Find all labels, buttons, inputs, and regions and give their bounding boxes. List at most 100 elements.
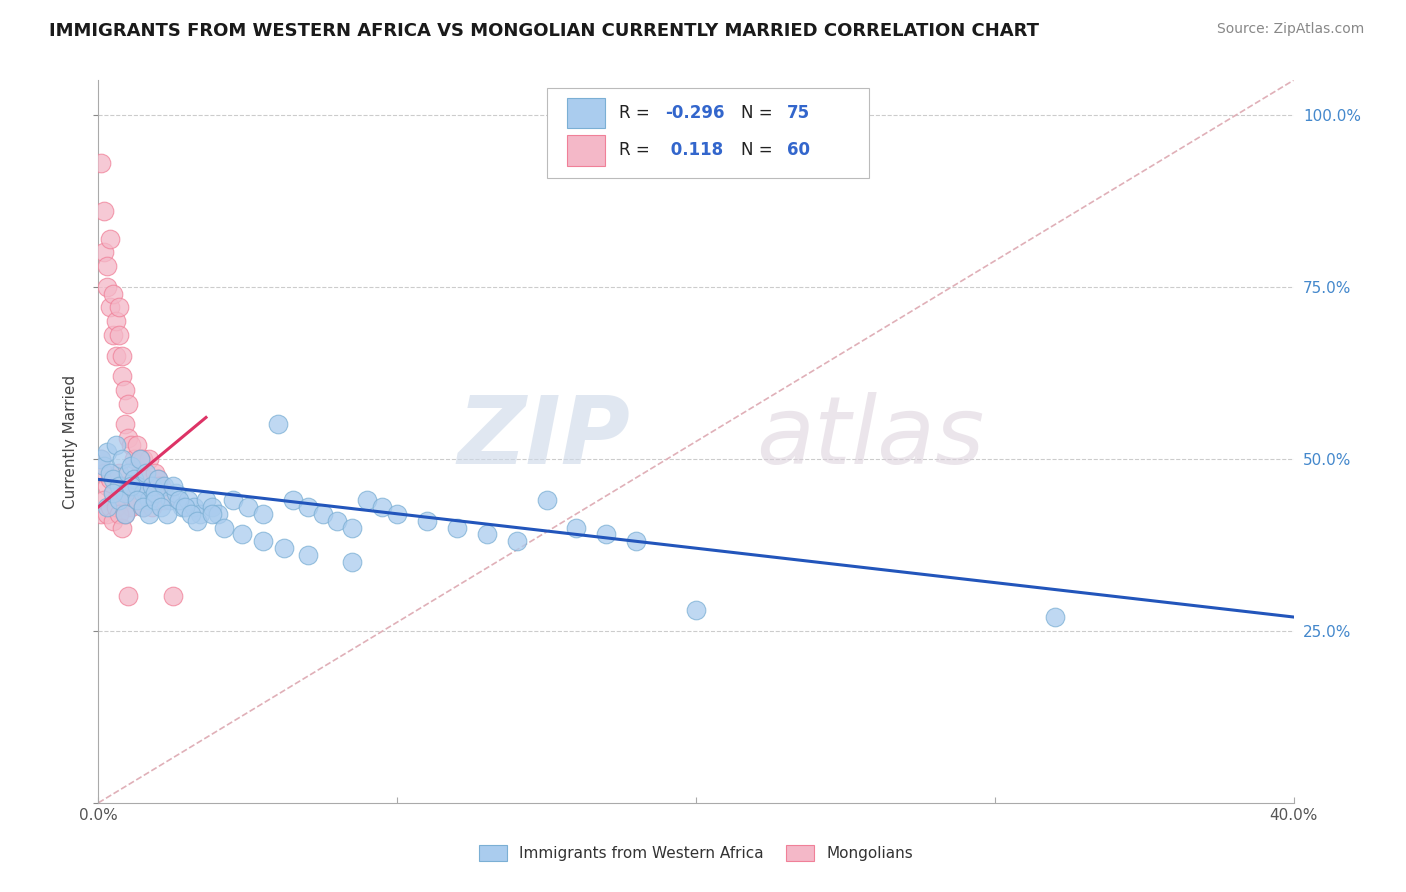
- Point: [114, 493, 136, 508]
- Point: [103, 486, 125, 500]
- Point: [129, 451, 152, 466]
- Point: [252, 507, 274, 521]
- Point: [103, 514, 125, 528]
- Point: [124, 479, 146, 493]
- Point: [111, 479, 134, 493]
- Point: [114, 417, 136, 432]
- Point: [135, 472, 157, 486]
- Point: [281, 493, 304, 508]
- Point: [93, 245, 115, 260]
- Point: [127, 493, 149, 508]
- Text: N =: N =: [741, 141, 779, 160]
- Point: [124, 451, 146, 466]
- Point: [96, 479, 118, 493]
- Point: [98, 500, 122, 514]
- Point: [148, 472, 170, 486]
- Point: [141, 479, 163, 493]
- Point: [385, 507, 409, 521]
- Text: -0.296: -0.296: [665, 103, 724, 122]
- Point: [96, 279, 118, 293]
- Point: [105, 314, 128, 328]
- Point: [156, 507, 179, 521]
- Point: [162, 479, 184, 493]
- Point: [186, 514, 208, 528]
- Point: [108, 507, 131, 521]
- Point: [159, 493, 181, 508]
- Point: [174, 500, 197, 514]
- Point: [165, 486, 187, 500]
- Point: [117, 431, 139, 445]
- Point: [153, 479, 176, 493]
- Point: [127, 479, 149, 493]
- Point: [148, 479, 170, 493]
- Point: [162, 590, 184, 604]
- Point: [132, 486, 155, 500]
- Point: [124, 472, 146, 486]
- Point: [326, 514, 349, 528]
- Bar: [567, 97, 605, 128]
- Text: R =: R =: [620, 103, 655, 122]
- Point: [117, 479, 139, 493]
- Point: [98, 466, 122, 480]
- Text: N =: N =: [741, 103, 779, 122]
- Point: [127, 493, 149, 508]
- Point: [108, 479, 131, 493]
- Point: [90, 451, 112, 466]
- Point: [103, 327, 125, 342]
- Point: [114, 486, 136, 500]
- Point: [183, 500, 205, 514]
- Point: [103, 472, 125, 486]
- Point: [98, 472, 122, 486]
- Point: [201, 507, 224, 521]
- Point: [108, 327, 131, 342]
- Point: [150, 479, 173, 493]
- Point: [135, 486, 157, 500]
- Point: [117, 590, 139, 604]
- Point: [416, 514, 439, 528]
- Point: [98, 301, 122, 315]
- FancyBboxPatch shape: [547, 87, 869, 178]
- Point: [595, 527, 617, 541]
- Point: [685, 603, 707, 617]
- Point: [150, 500, 173, 514]
- Point: [132, 500, 155, 514]
- Point: [132, 500, 155, 514]
- Point: [356, 493, 378, 508]
- Point: [90, 156, 112, 170]
- Point: [90, 451, 112, 466]
- Point: [93, 204, 115, 219]
- Point: [201, 500, 224, 514]
- Point: [138, 507, 160, 521]
- Point: [138, 451, 160, 466]
- Y-axis label: Currently Married: Currently Married: [63, 375, 77, 508]
- Point: [111, 451, 134, 466]
- Point: [105, 438, 128, 452]
- Point: [1043, 610, 1066, 624]
- Text: R =: R =: [620, 141, 655, 160]
- Point: [565, 520, 588, 534]
- Point: [212, 520, 235, 534]
- Point: [371, 500, 394, 514]
- Bar: [567, 136, 605, 166]
- Point: [475, 527, 498, 541]
- Legend: Immigrants from Western Africa, Mongolians: Immigrants from Western Africa, Mongolia…: [472, 839, 920, 867]
- Point: [120, 500, 142, 514]
- Point: [98, 231, 122, 245]
- Point: [297, 548, 319, 562]
- Point: [105, 349, 128, 363]
- Point: [167, 493, 190, 508]
- Point: [129, 466, 152, 480]
- Point: [129, 451, 152, 466]
- Point: [114, 507, 136, 521]
- Point: [252, 534, 274, 549]
- Point: [172, 500, 194, 514]
- Point: [626, 534, 648, 549]
- Point: [148, 472, 170, 486]
- Text: 60: 60: [787, 141, 810, 160]
- Point: [114, 383, 136, 397]
- Text: 75: 75: [787, 103, 810, 122]
- Point: [105, 493, 128, 508]
- Point: [177, 493, 200, 508]
- Point: [506, 534, 529, 549]
- Point: [267, 417, 290, 432]
